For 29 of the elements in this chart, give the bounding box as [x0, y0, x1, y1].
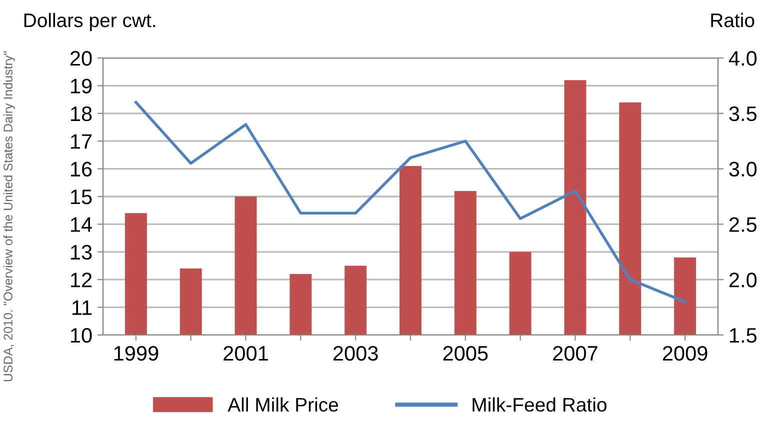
x-tick-label: 2007	[553, 346, 598, 361]
y2-tick-label: 4.0	[728, 51, 757, 66]
legend-label: Milk-Feed Ratio	[472, 397, 606, 412]
y-tick-label: 18	[71, 106, 92, 122]
legend-label: All Milk Price	[228, 397, 338, 412]
y-tick-label: 14	[71, 217, 92, 232]
x-tick-label: 2005	[443, 346, 488, 361]
x-tick-label: 2003	[333, 346, 378, 361]
y2-tick-label: 1.5	[730, 328, 757, 343]
y2-tick-label: 2.5	[729, 217, 757, 232]
x-tick-label: 1999	[114, 346, 158, 361]
y-tick-label: 13	[71, 244, 92, 260]
line-series	[134, 100, 686, 304]
y-tick-label: 16	[71, 162, 92, 177]
y-tick-label: 17	[71, 134, 92, 149]
y-tick-label: 10	[71, 328, 92, 343]
y-tick-label: 15	[71, 190, 92, 204]
x-tick-label: 2001	[224, 346, 268, 361]
x-tick-label: 2009	[662, 346, 708, 361]
y2-tick-label: 3.0	[729, 162, 757, 177]
y-tick-label: 12	[71, 272, 92, 288]
y-tick-label: 20	[70, 51, 92, 66]
y-tick-label: 19	[71, 78, 92, 94]
y2-tick-label: 3.5	[729, 106, 757, 122]
y-tick-label: 11	[72, 300, 92, 315]
y2-tick-label: 2.0	[729, 272, 757, 288]
y2-axis-title: Ratio	[711, 12, 754, 28]
text: USDA, 2010. "Overview of the United States Dairy Industry"	[3, 51, 15, 382]
y-axis-title: Dollars per cwt.	[24, 12, 156, 32]
